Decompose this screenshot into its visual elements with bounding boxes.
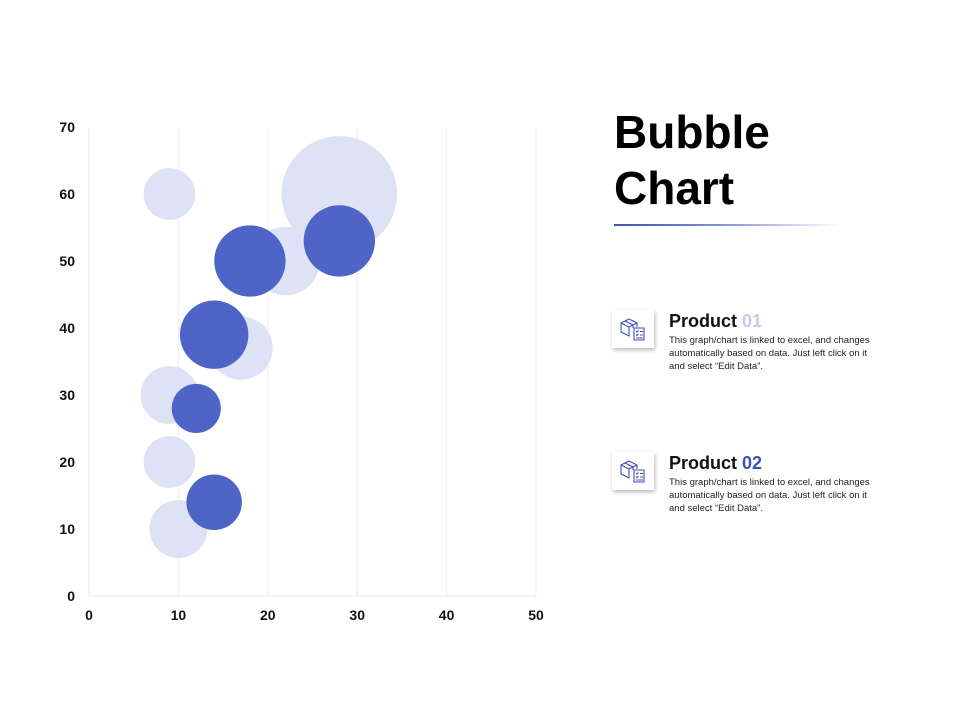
product-01-icon-box (612, 310, 654, 348)
y-tick-label: 60 (59, 186, 75, 202)
product-01-card: Product 01 This graph/chart is linked to… (610, 308, 910, 388)
bubble-series-2 (186, 474, 242, 530)
chart-tick-labels: 0 10 20 30 40 50 0 10 20 30 40 50 60 70 (59, 119, 544, 623)
bubble-series-1 (143, 436, 196, 488)
box-with-checklist-icon (620, 460, 645, 483)
bubble-series-2 (214, 225, 286, 297)
product-02-icon-box (612, 452, 654, 490)
y-tick-label: 70 (59, 119, 75, 135)
chart-title: Bubble Chart (614, 104, 874, 216)
bubble-series-2 (179, 300, 249, 369)
x-tick-label: 20 (260, 607, 276, 623)
x-tick-label: 40 (439, 607, 455, 623)
x-tick-label: 0 (85, 607, 93, 623)
x-tick-label: 30 (349, 607, 365, 623)
product-02-description: This graph/chart is linked to excel, and… (669, 477, 870, 514)
y-tick-label: 10 (59, 521, 75, 537)
product-01-number: 01 (742, 311, 763, 331)
product-02-title: Product 02 (669, 453, 763, 473)
product-01-title: Product 01 (669, 311, 763, 331)
bubble-series-2 (303, 205, 375, 277)
chart-title-line-1: Bubble (614, 106, 770, 158)
y-tick-label: 20 (59, 454, 75, 470)
box-with-checklist-icon (620, 318, 645, 341)
bubble-series-1 (143, 168, 196, 220)
y-tick-label: 30 (59, 387, 75, 403)
chart-title-line-2: Chart (614, 162, 735, 214)
chart-bubbles (140, 136, 398, 558)
product-01-description: This graph/chart is linked to excel, and… (669, 335, 870, 372)
bubble-series-2 (171, 383, 221, 433)
y-tick-label: 0 (67, 588, 75, 604)
y-tick-label: 40 (59, 320, 75, 336)
product-02-card: Product 02 This graph/chart is linked to… (610, 450, 910, 530)
x-tick-label: 50 (528, 607, 544, 623)
product-02-number: 02 (742, 453, 763, 473)
title-underline (614, 224, 842, 226)
y-tick-label: 50 (59, 253, 75, 269)
x-tick-label: 10 (171, 607, 187, 623)
